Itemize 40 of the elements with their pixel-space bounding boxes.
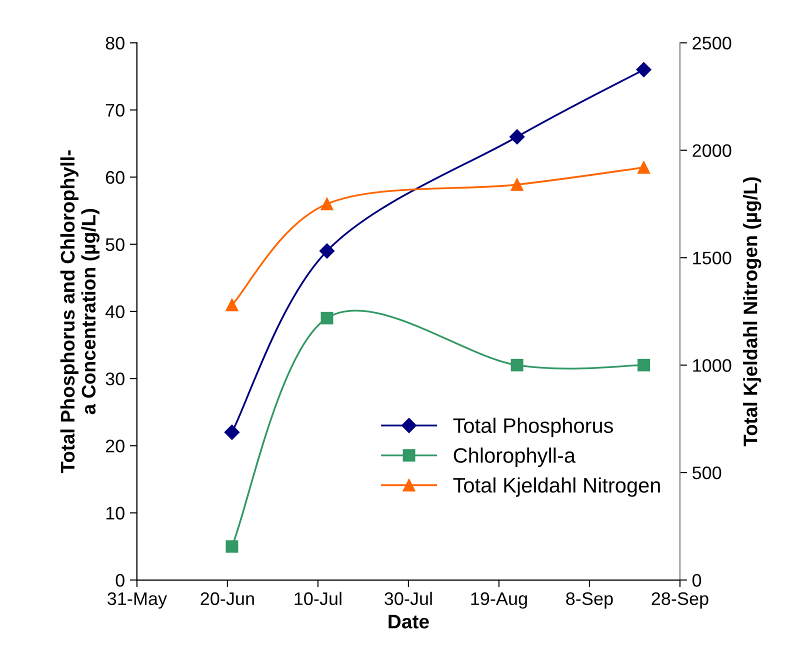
point [320,198,334,210]
y-tick-label: 60 [106,171,124,184]
y2-tick-label: 2000 [692,144,732,157]
y-tick-label: 70 [106,104,124,117]
y-tick-label: 20 [106,440,124,452]
x-axis-title: Date [388,614,429,628]
y2-axis-title: Total Kjeldahl Nitrogen (µg/L) [743,177,762,446]
point [638,358,650,372]
x-tick-label: 30-Jul [384,592,432,606]
point [636,62,652,78]
point [226,540,238,553]
y-axis-title: Total Phosphorus and Chlorophyll- a Concentration (µg/L) [60,150,100,474]
y2-tick-label: 0 [692,574,702,587]
legend-label: Total Kjeldahl Nitrogen [453,477,660,497]
y2-tick-label: 2500 [692,36,732,50]
y-tick-label: 30 [106,372,124,386]
legend-label: Chlorophyll-a [454,448,576,467]
x-tick-label: 10-Jul [294,592,342,606]
point [224,424,240,440]
y-tick-label: 50 [106,238,124,251]
point [509,129,525,144]
point [510,358,524,372]
y-tick-label: 80 [106,36,124,50]
point [320,312,334,324]
y-tick-label: 40 [105,305,124,318]
y2-tick-label: 1500 [693,252,732,264]
legend-label: Total Phosphorus [453,418,614,438]
x-tick-label: 28-Sep [652,592,708,609]
x-tick-label: 20-Jun [200,592,254,606]
y2-tick-label: 1000 [693,359,732,372]
y-tick-label: 10 [106,506,124,520]
x-tick-label: 31-May [108,592,168,609]
point [638,161,650,174]
x-tick-label: 8-Sep [566,592,613,609]
point [510,178,524,191]
point [319,243,335,259]
y-tick-label: 0 [116,574,124,587]
x-tick-label: 19-Aug [471,592,527,609]
point [226,298,238,312]
y2-tick-label: 500 [692,466,722,480]
